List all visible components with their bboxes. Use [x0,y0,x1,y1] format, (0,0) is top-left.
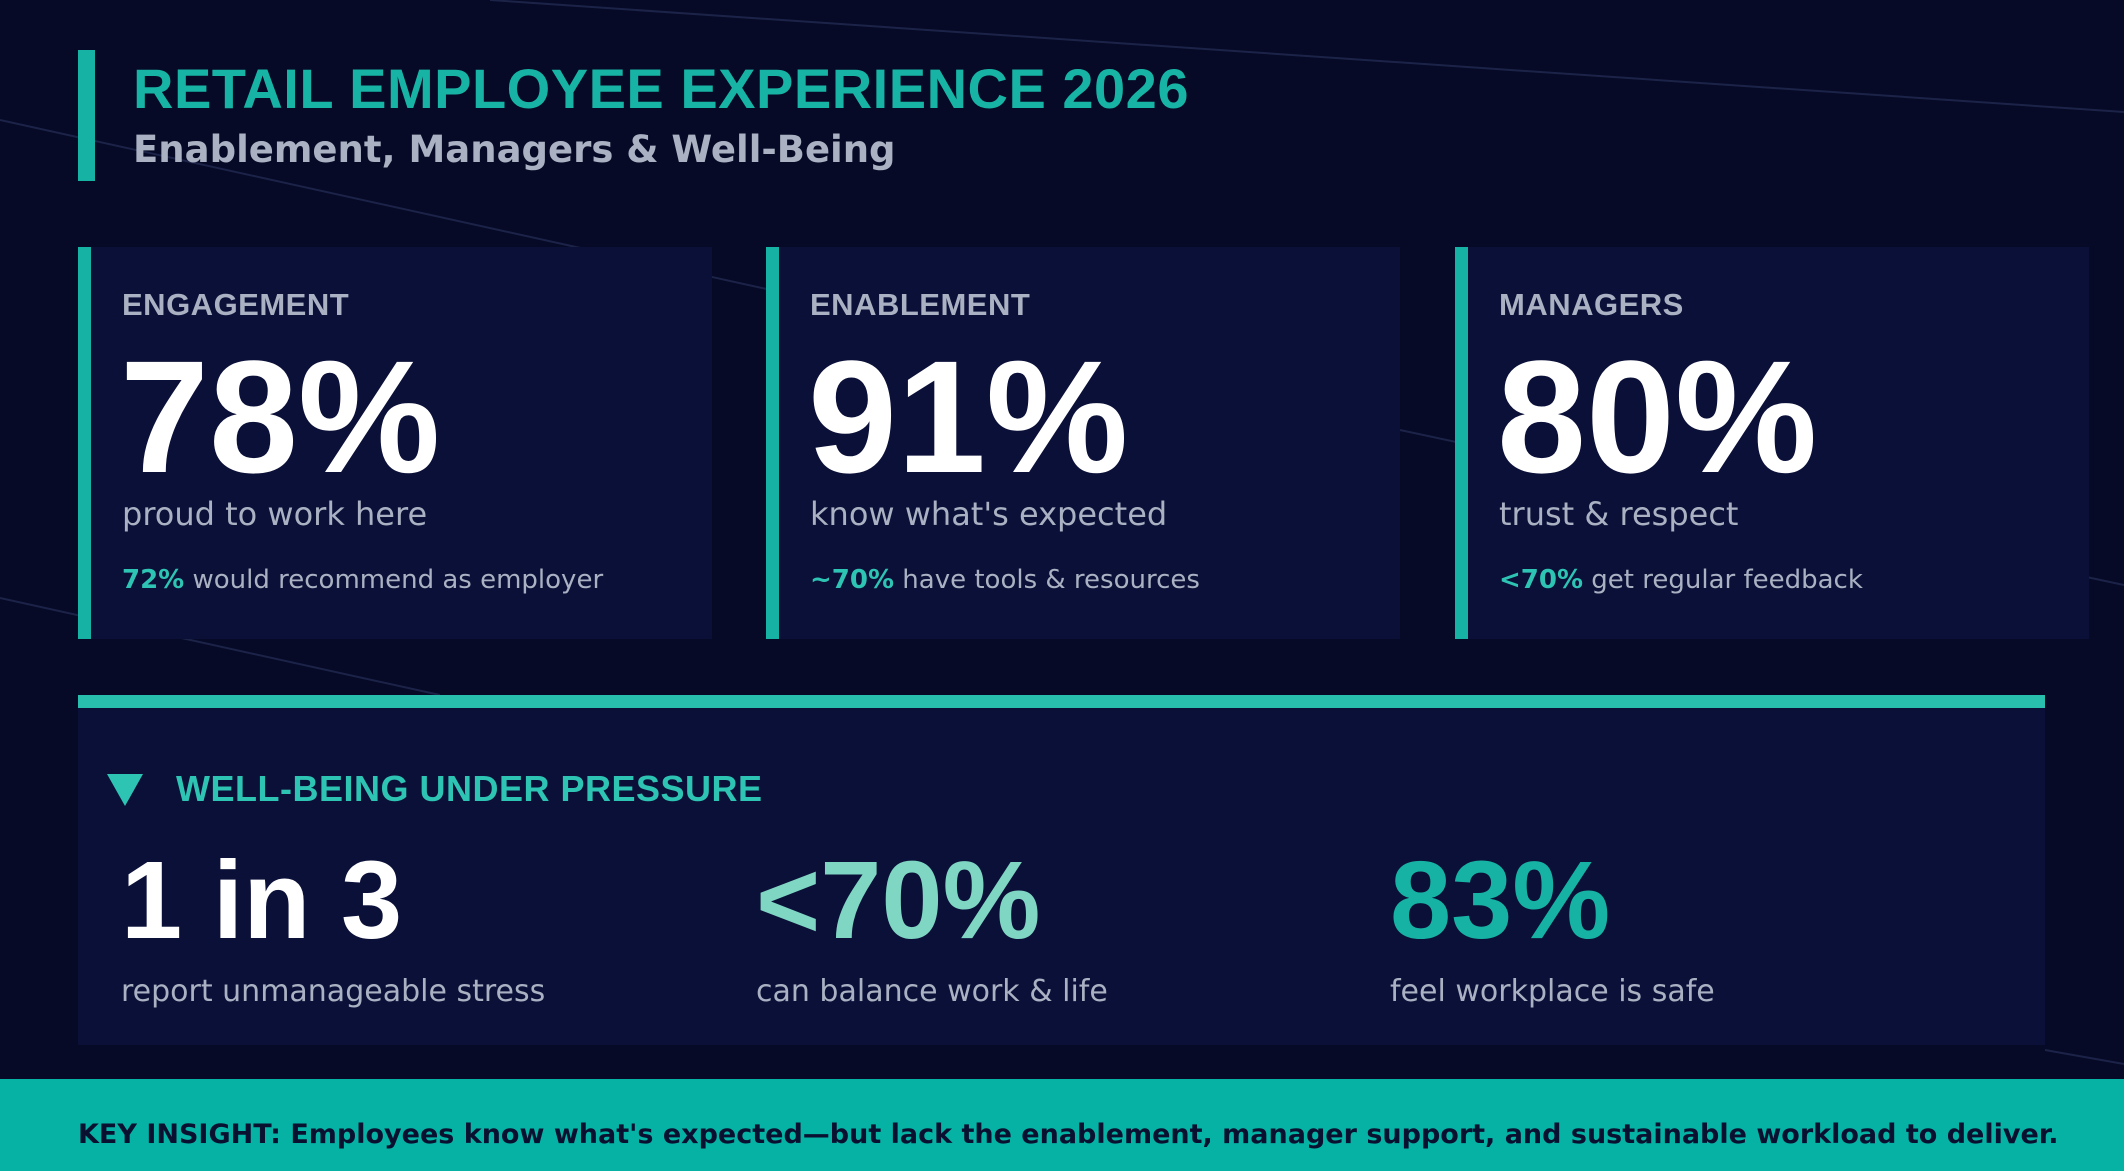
managers-card: MANAGERS 80% trust & respect <70% get re… [1455,247,2089,639]
title-accent-bar [78,50,95,181]
stress-stat: 1 in 3 report unmanageable stress [121,836,545,1009]
key-insight-text: KEY INSIGHT: Employees know what's expec… [78,1119,2059,1150]
card-footnote-text: have tools & resources [894,565,1200,595]
stat-value: <70% [756,839,1041,962]
stat-description: can balance work & life [756,974,1108,1009]
triangle-down-icon [107,774,143,806]
card-value: 78% [120,327,441,506]
page-subtitle: Enablement, Managers & Well-Being [133,128,896,171]
safety-stat: 83% feel workplace is safe [1390,836,1715,1009]
stat-value: 1 in 3 [121,839,403,962]
card-value: 91% [808,327,1129,506]
stat-description: feel workplace is safe [1390,974,1715,1009]
enablement-card: ENABLEMENT 91% know what's expected ~70%… [766,247,1400,639]
card-description: proud to work here [122,495,428,533]
card-label: ENABLEMENT [810,287,1031,322]
page-title: RETAIL EMPLOYEE EXPERIENCE 2026 [133,57,1189,120]
wellbeing-title: WELL-BEING UNDER PRESSURE [176,768,763,809]
card-footnote: <70% get regular feedback [1499,565,1863,595]
stat-value: 83% [1390,839,1611,962]
card-footnote-highlight: 72% [122,565,185,595]
card-description: trust & respect [1499,495,1739,533]
card-footnote-highlight: <70% [1499,565,1584,595]
wellbeing-panel: WELL-BEING UNDER PRESSURE 1 in 3 report … [78,695,2045,1045]
engagement-card: ENGAGEMENT 78% proud to work here 72% wo… [78,247,712,639]
card-label: MANAGERS [1499,287,1684,322]
card-footnote-highlight: ~70% [810,565,895,595]
card-description: know what's expected [810,495,1168,533]
card-footnote-text: would recommend as employer [184,565,604,595]
card-footnote: 72% would recommend as employer [122,565,603,595]
stat-description: report unmanageable stress [121,974,546,1009]
card-footnote-text: get regular feedback [1583,565,1863,595]
card-footnote: ~70% have tools & resources [810,565,1200,595]
key-insight-footer: KEY INSIGHT: Employees know what's expec… [0,1079,2124,1171]
balance-stat: <70% can balance work & life [756,836,1108,1009]
card-value: 80% [1497,327,1818,506]
card-label: ENGAGEMENT [122,287,350,322]
